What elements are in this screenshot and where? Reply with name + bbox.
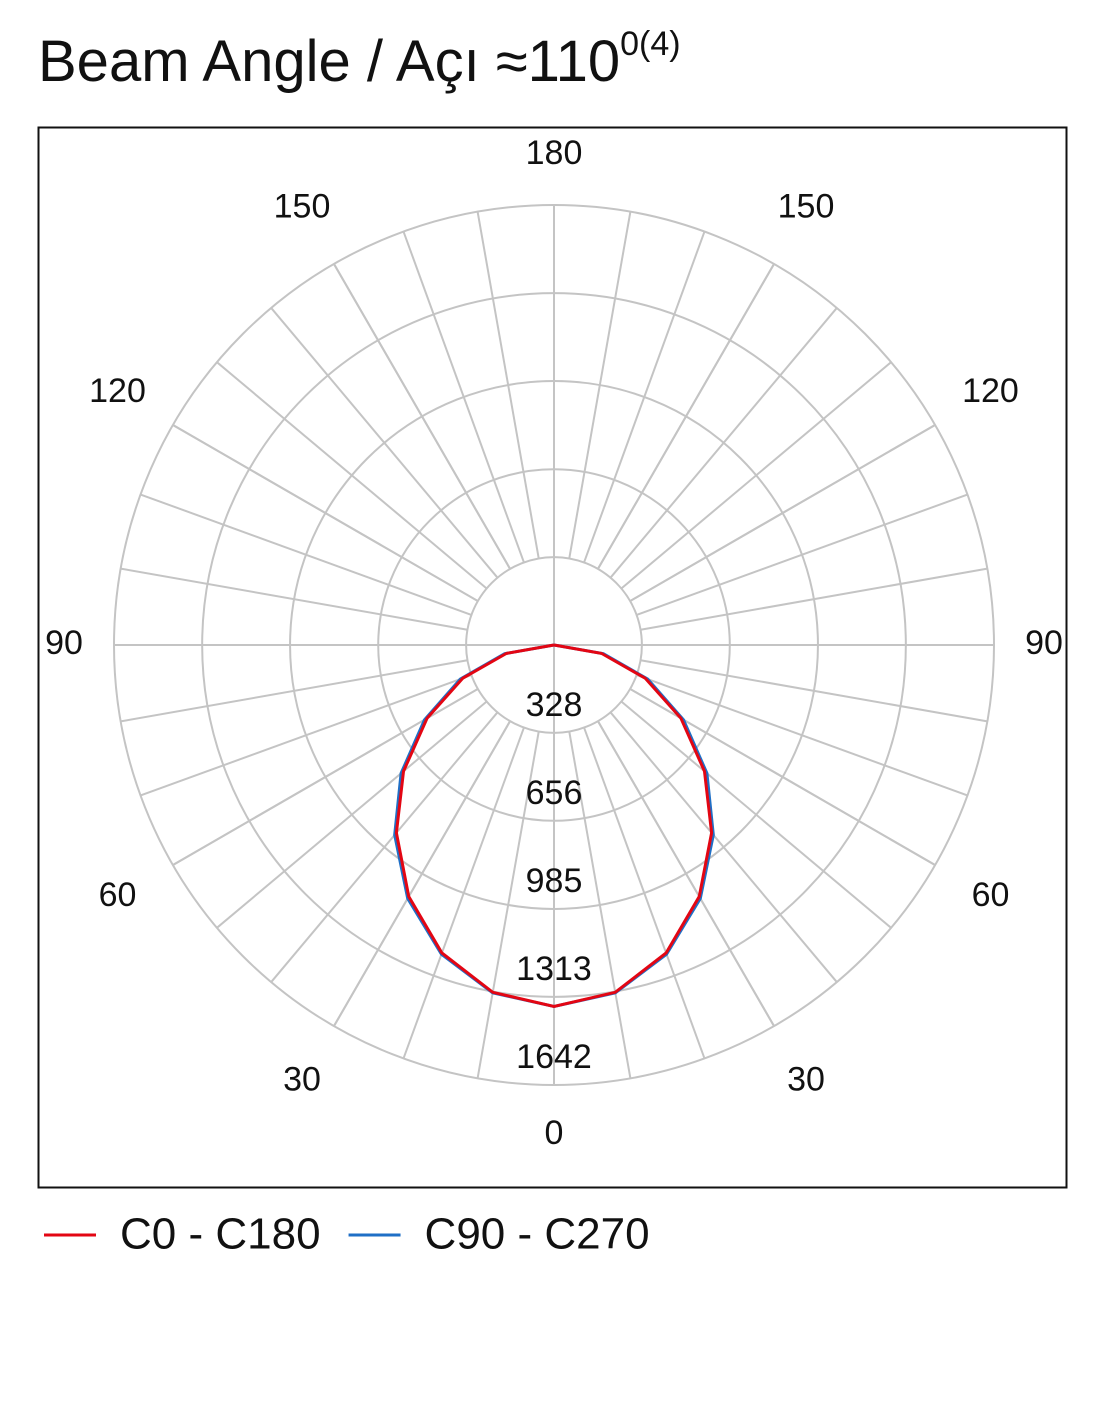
title-superscript: 0(4) — [620, 25, 680, 63]
spoke — [568, 731, 632, 1079]
spoke — [216, 700, 488, 929]
plot-frame — [37, 126, 1068, 1189]
theta-tick-label: 120 — [89, 372, 146, 410]
spoke — [609, 307, 838, 579]
spoke — [120, 659, 468, 723]
spoke — [636, 493, 968, 616]
chart-title: Beam Angle / Açı ≈1100(4) — [38, 25, 681, 94]
angle-grid-line — [597, 263, 775, 570]
spoke — [402, 231, 525, 563]
spoke — [636, 674, 968, 797]
r-tick-label: 985 — [526, 862, 583, 900]
angle-grid-line — [172, 424, 479, 602]
spoke — [216, 361, 488, 590]
theta-tick-label: 0 — [545, 1114, 564, 1152]
angle-grid-line — [333, 720, 511, 1027]
spoke — [620, 361, 892, 590]
spoke — [476, 731, 540, 1079]
theta-tick-label: 150 — [274, 188, 331, 226]
series-curve — [394, 643, 714, 1009]
r-tick-label: 1313 — [516, 950, 592, 988]
theta-tick-label: 150 — [778, 188, 835, 226]
spoke — [120, 567, 468, 631]
theta-tick-label: 90 — [45, 624, 83, 662]
spoke — [583, 231, 706, 563]
angle-grid-line — [333, 263, 511, 570]
r-tick-label: 656 — [526, 774, 583, 812]
theta-tick-label: 60 — [99, 876, 137, 914]
legend-label: C90 - C270 — [425, 1210, 650, 1259]
spoke — [140, 674, 472, 797]
spoke — [270, 307, 499, 579]
angle-grid-line — [629, 424, 936, 602]
theta-tick-label: 180 — [526, 134, 583, 172]
legend: C0 - C180 C90 - C270 — [44, 1210, 650, 1259]
labels: 328 656 985 1313 1642 0 30 30 60 60 90 90 120 120 150 1… — [45, 134, 1063, 1152]
title-main: Beam Angle / Açı ≈110 — [38, 29, 620, 94]
spoke — [568, 211, 632, 559]
r-tick-label: 328 — [526, 686, 583, 724]
theta-tick-label: 120 — [962, 372, 1019, 410]
grid — [113, 204, 995, 1086]
spoke — [402, 727, 525, 1059]
angle-grid-line — [172, 688, 479, 866]
spoke — [609, 711, 838, 983]
theta-tick-label: 30 — [283, 1060, 321, 1098]
spoke — [640, 567, 988, 631]
theta-tick-label: 30 — [787, 1060, 825, 1098]
spoke — [583, 727, 706, 1059]
spoke — [476, 211, 540, 559]
curves — [393, 643, 715, 1009]
spoke — [640, 659, 988, 723]
legend-label: C0 - C180 — [120, 1210, 321, 1259]
theta-tick-label: 90 — [1025, 624, 1063, 662]
angle-grid-line — [597, 720, 775, 1027]
r-tick-label: 1642 — [516, 1038, 592, 1076]
spoke — [270, 711, 499, 983]
angle-grid-line — [629, 688, 936, 866]
spoke — [620, 700, 892, 929]
spoke — [140, 493, 472, 616]
theta-tick-label: 60 — [972, 876, 1010, 914]
